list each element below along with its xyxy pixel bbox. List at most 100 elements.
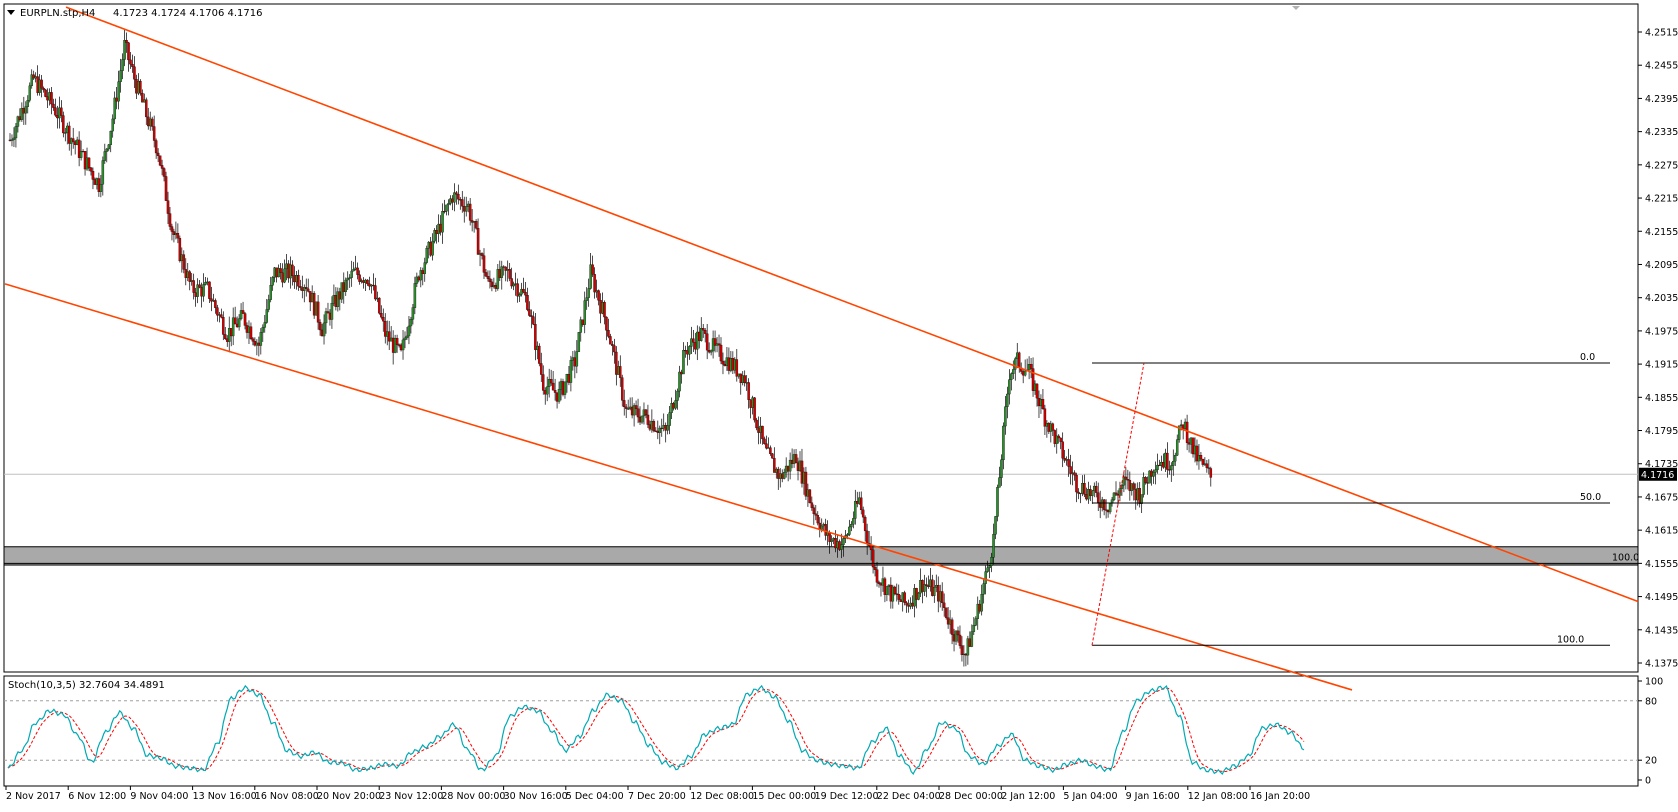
candle — [852, 511, 855, 529]
ohlc-values: 4.1723 4.1724 4.1706 4.1716 — [113, 8, 263, 19]
candle — [1079, 492, 1082, 504]
candle — [222, 311, 225, 341]
candle — [542, 365, 545, 395]
candle — [1140, 494, 1143, 514]
candle — [12, 127, 16, 147]
candle — [1195, 439, 1199, 466]
candle — [346, 271, 349, 290]
time-tick-label: 23 Nov 12:00 — [379, 791, 443, 802]
candle — [966, 635, 970, 665]
price-tick-label: 4.1795 — [1645, 426, 1678, 437]
candle — [721, 352, 725, 375]
candle — [703, 328, 707, 343]
candle — [352, 261, 355, 272]
candle — [709, 349, 713, 356]
candle — [674, 389, 677, 410]
candle — [1077, 488, 1080, 500]
candle — [168, 207, 172, 230]
candle — [530, 309, 533, 329]
channel-upper-line[interactable] — [65, 6, 1639, 603]
candle — [504, 266, 507, 282]
candle — [1185, 414, 1189, 451]
candles-group — [8, 29, 1213, 667]
candle — [958, 625, 962, 649]
candle — [1067, 448, 1070, 477]
candle — [1057, 434, 1060, 444]
candle — [735, 348, 739, 382]
main-panel-frame — [3, 3, 1639, 673]
candle — [403, 331, 407, 349]
candle — [231, 307, 235, 346]
candle — [587, 278, 590, 307]
scroll-marker-icon[interactable] — [1292, 6, 1300, 10]
candle — [1091, 489, 1094, 504]
candle — [771, 453, 774, 459]
candle — [259, 328, 263, 355]
time-tick-label: 12 Dec 08:00 — [690, 791, 754, 802]
candle — [1112, 492, 1116, 502]
candle — [401, 330, 405, 360]
price-tick-label: 4.1435 — [1645, 625, 1678, 636]
candle — [387, 320, 391, 351]
candle — [271, 276, 274, 291]
candle — [1142, 472, 1145, 498]
channel-lower-line[interactable] — [4, 283, 1353, 691]
candle — [60, 100, 63, 123]
candle — [816, 511, 820, 526]
candle — [150, 116, 154, 131]
candle — [125, 32, 128, 53]
candle — [196, 278, 199, 304]
stoch-tick-label: 100 — [1645, 677, 1663, 688]
candle — [500, 260, 504, 290]
candle — [16, 115, 20, 133]
candle — [1069, 454, 1072, 485]
candle — [14, 122, 18, 148]
candle — [101, 156, 105, 196]
candle — [960, 636, 964, 662]
candle — [972, 617, 976, 635]
candle — [678, 365, 681, 398]
candle — [411, 304, 415, 325]
stoch-main-line — [7, 684, 1305, 775]
candle — [210, 286, 213, 312]
candle — [64, 127, 67, 142]
candle — [1148, 470, 1151, 484]
candle — [986, 560, 989, 573]
candle — [243, 312, 247, 330]
candle — [923, 574, 926, 596]
support-zone — [3, 546, 1639, 566]
candle — [89, 166, 93, 176]
candle — [994, 516, 997, 540]
candle — [1124, 467, 1128, 490]
candle — [306, 278, 310, 293]
candle — [166, 191, 170, 224]
stoch-signal-line — [7, 687, 1305, 773]
candle — [374, 277, 377, 301]
time-tick-label: 28 Nov 00:00 — [441, 791, 505, 802]
candle — [861, 506, 865, 524]
candle — [119, 58, 122, 93]
candle — [283, 259, 286, 284]
triangle-down-icon[interactable] — [7, 10, 15, 15]
candle — [1006, 386, 1009, 419]
candle — [42, 86, 45, 93]
candle — [897, 584, 901, 605]
candle — [974, 616, 978, 627]
fibonacci-levels[interactable]: 0.0 50.0 100.0 100.0 — [4, 352, 1639, 646]
candle — [719, 337, 723, 365]
price-tick-label: 4.1915 — [1645, 360, 1678, 371]
candle — [44, 88, 47, 98]
candle — [988, 564, 991, 579]
candle — [1083, 474, 1086, 497]
candle — [344, 277, 347, 296]
candle — [1175, 434, 1179, 456]
time-tick-label: 28 Dec 00:00 — [939, 791, 1003, 802]
candle — [326, 302, 330, 314]
time-tick-label: 15 Dec 00:00 — [752, 791, 816, 802]
candle — [611, 340, 614, 356]
price-tick-label: 4.2035 — [1645, 293, 1678, 304]
candle — [512, 281, 515, 291]
candle — [713, 330, 717, 353]
